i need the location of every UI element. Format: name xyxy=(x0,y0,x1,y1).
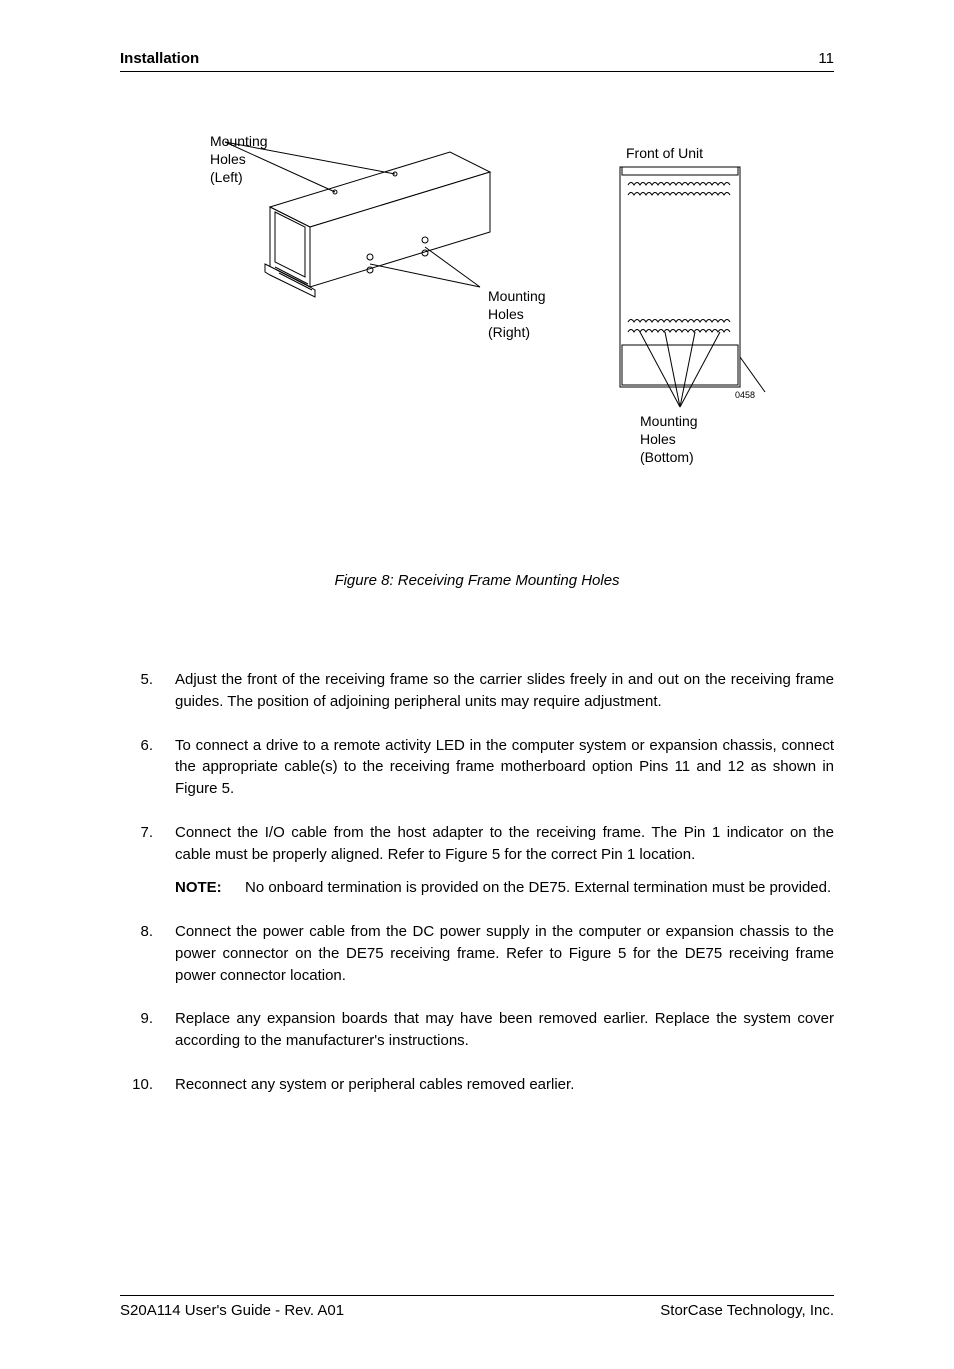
list-text: Connect the I/O cable from the host adap… xyxy=(175,822,834,899)
label-image-id: 0458 xyxy=(735,390,755,402)
label-front-of-unit: Front of Unit xyxy=(626,144,703,162)
label-line: Holes xyxy=(640,430,698,448)
receiving-frame-bottom-diagram xyxy=(600,157,800,417)
list-number: 8. xyxy=(120,921,175,986)
list-number: 6. xyxy=(120,735,175,800)
header-page-number: 11 xyxy=(818,50,834,67)
footer-left: S20A114 User's Guide - Rev. A01 xyxy=(120,1302,344,1319)
header-section-title: Installation xyxy=(120,50,199,67)
label-line: (Right) xyxy=(488,323,546,341)
list-item-10: 10. Reconnect any system or peripheral c… xyxy=(120,1074,834,1096)
label-line: Mounting xyxy=(640,412,698,430)
label-line: Holes xyxy=(210,150,268,168)
figure-caption: Figure 8: Receiving Frame Mounting Holes xyxy=(120,572,834,589)
list-text: Adjust the front of the receiving frame … xyxy=(175,669,834,713)
label-line: (Bottom) xyxy=(640,448,698,466)
list-text: To connect a drive to a remote activity … xyxy=(175,735,834,800)
list-text: Connect the power cable from the DC powe… xyxy=(175,921,834,986)
list-item-8: 8. Connect the power cable from the DC p… xyxy=(120,921,834,986)
footer-right: StorCase Technology, Inc. xyxy=(660,1302,834,1319)
list-number: 9. xyxy=(120,1008,175,1052)
label-mounting-holes-left: Mounting Holes (Left) xyxy=(210,132,268,187)
label-mounting-holes-bottom: Mounting Holes (Bottom) xyxy=(640,412,698,467)
note-row: NOTE: No onboard termination is provided… xyxy=(175,877,834,899)
page-header: Installation 11 xyxy=(120,50,834,72)
label-line: (Left) xyxy=(210,168,268,186)
list-number: 5. xyxy=(120,669,175,713)
list-text: Reconnect any system or peripheral cable… xyxy=(175,1074,834,1096)
list-item-9: 9. Replace any expansion boards that may… xyxy=(120,1008,834,1052)
list-item-6: 6. To connect a drive to a remote activi… xyxy=(120,735,834,800)
list-text: Replace any expansion boards that may ha… xyxy=(175,1008,834,1052)
page-footer: S20A114 User's Guide - Rev. A01 StorCase… xyxy=(120,1295,834,1319)
note-label: NOTE: xyxy=(175,877,245,899)
list-item-5: 5. Adjust the front of the receiving fra… xyxy=(120,669,834,713)
list-number: 10. xyxy=(120,1074,175,1096)
instruction-list: 5. Adjust the front of the receiving fra… xyxy=(120,669,834,1096)
label-line: Mounting xyxy=(488,287,546,305)
list-number: 7. xyxy=(120,822,175,899)
figure-container: Mounting Holes (Left) Mounting Holes (Ri… xyxy=(120,112,834,532)
label-line: Holes xyxy=(488,305,546,323)
list-item-7: 7. Connect the I/O cable from the host a… xyxy=(120,822,834,899)
label-line: Mounting xyxy=(210,132,268,150)
note-text: No onboard termination is provided on th… xyxy=(245,877,834,899)
label-mounting-holes-right: Mounting Holes (Right) xyxy=(488,287,546,342)
list-text-span: Connect the I/O cable from the host adap… xyxy=(175,824,834,863)
